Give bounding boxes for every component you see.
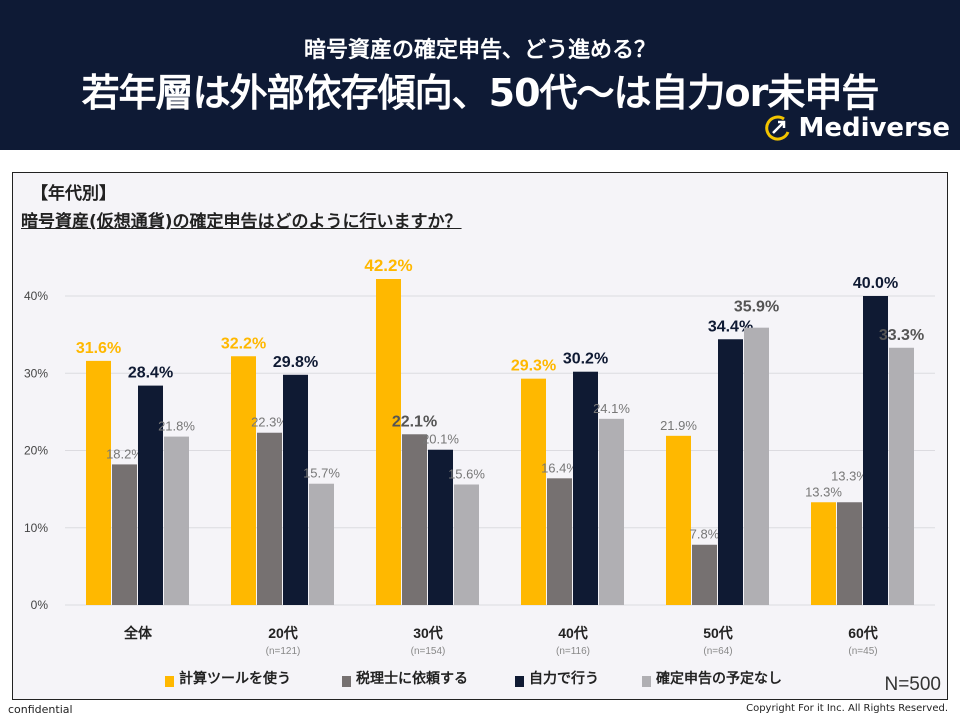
category-label: 全体 (123, 625, 153, 641)
category-n: (n=121) (266, 646, 301, 657)
data-label: 35.9% (734, 299, 779, 316)
data-label: 34.4% (708, 318, 753, 335)
legend-swatch (642, 676, 651, 687)
bar-4-1 (692, 544, 717, 605)
bar-1-3 (309, 483, 334, 605)
legend-label: 確定申告の予定なし (656, 670, 782, 686)
legend-label: 自力で行う (529, 670, 599, 686)
category-label: 50代 (703, 625, 733, 641)
bar-0-0 (86, 360, 111, 605)
bar-5-2 (863, 296, 888, 605)
data-label: 15.7% (303, 466, 340, 481)
legend-swatch (342, 676, 351, 687)
y-tick-label: 30% (24, 366, 48, 380)
bar-0-3 (164, 436, 189, 605)
data-label: 18.2% (106, 446, 143, 461)
rocket-icon (765, 115, 790, 141)
legend-label: 税理士に依頼する (356, 670, 468, 686)
data-label: 33.3% (879, 327, 924, 344)
data-label: 21.8% (158, 419, 195, 434)
legend-label: 計算ツールを使う (179, 670, 291, 686)
bar-3-2 (573, 371, 598, 605)
bar-0-2 (138, 385, 163, 605)
category-label: 30代 (413, 625, 443, 641)
y-tick-label: 20% (24, 444, 48, 458)
bar-2-1 (402, 434, 427, 605)
legend-swatch (165, 676, 174, 687)
logo: Mediverse (764, 113, 950, 143)
sample-size: N=500 (884, 674, 941, 695)
chart-frame: 【年代別】 暗号資産(仮想通貨)の確定申告はどのように行いますか？ (12, 172, 948, 700)
data-label: 15.6% (448, 466, 485, 481)
footer: confidential Copyright For it Inc. All R… (0, 700, 960, 720)
bar-3-3 (599, 418, 624, 605)
data-label: 13.3% (805, 484, 842, 499)
data-label: 24.1% (593, 401, 630, 416)
bar-4-2 (718, 339, 743, 605)
category-label: 20代 (268, 625, 298, 641)
bar-5-3 (889, 347, 914, 605)
data-label: 22.3% (251, 415, 288, 430)
data-label: 13.3% (831, 468, 868, 483)
bar-1-1 (257, 432, 282, 605)
bar-1-2 (283, 374, 308, 605)
bar-2-3 (454, 484, 479, 605)
bar-3-1 (547, 478, 572, 605)
category-n: (n=45) (848, 646, 877, 657)
bar-4-3 (744, 327, 769, 605)
data-label: 42.2% (364, 256, 412, 275)
bar-2-0 (376, 279, 401, 605)
data-label: 31.6% (76, 340, 121, 357)
chart-title: 暗号資産(仮想通貨)の確定申告はどのように行いますか？ (21, 212, 462, 232)
confidential-label: confidential (8, 703, 73, 716)
category-n: (n=116) (556, 646, 590, 657)
data-label: 21.9% (660, 418, 697, 433)
data-label: 32.2% (221, 335, 266, 352)
logo-text: Mediverse (798, 113, 950, 143)
bar-1-0 (231, 356, 256, 605)
data-label: 40.0% (853, 275, 898, 292)
y-tick-label: 10% (24, 521, 48, 535)
category-label: 60代 (848, 625, 878, 641)
data-label: 20.1% (422, 432, 459, 447)
data-label: 29.8% (273, 354, 318, 371)
page-title: 若年層は外部依存傾向、50代～は自力or未申告 (81, 71, 880, 115)
data-label: 29.3% (511, 358, 556, 375)
bar-3-0 (521, 378, 546, 605)
data-label: 30.2% (563, 351, 608, 368)
chart-tag: 【年代別】 (31, 184, 116, 204)
category-n: (n=64) (703, 646, 732, 657)
bar-4-0 (666, 435, 691, 605)
bar-0-1 (112, 464, 137, 605)
subtitle: 暗号資産の確定申告、どう進める？ (303, 38, 656, 63)
legend-swatch (515, 676, 524, 687)
y-tick-label: 0% (31, 598, 49, 612)
data-label: 16.4% (541, 460, 578, 475)
category-n: (n=154) (411, 646, 446, 657)
data-label: 22.1% (392, 413, 437, 430)
chart-panel: 【年代別】 暗号資産(仮想通貨)の確定申告はどのように行いますか？ 0% 10% 2… (0, 150, 960, 700)
header: 暗号資産の確定申告、どう進める？ 若年層は外部依存傾向、50代～は自力or未申告… (0, 0, 960, 150)
data-label: 28.4% (128, 365, 173, 382)
bar-5-0 (811, 502, 836, 605)
bar-5-1 (837, 502, 862, 605)
copyright: Copyright For it Inc. All Rights Reserve… (746, 703, 948, 714)
y-tick-label: 40% (24, 289, 48, 303)
data-label: 7.8% (690, 527, 720, 542)
category-label: 40代 (558, 625, 588, 641)
bar-2-2 (428, 449, 453, 605)
bar-chart: 0% 10% 20% 30% 40% 31.6% 18.2% 28.4% 21.8% 全体 32.2… (24, 256, 941, 695)
